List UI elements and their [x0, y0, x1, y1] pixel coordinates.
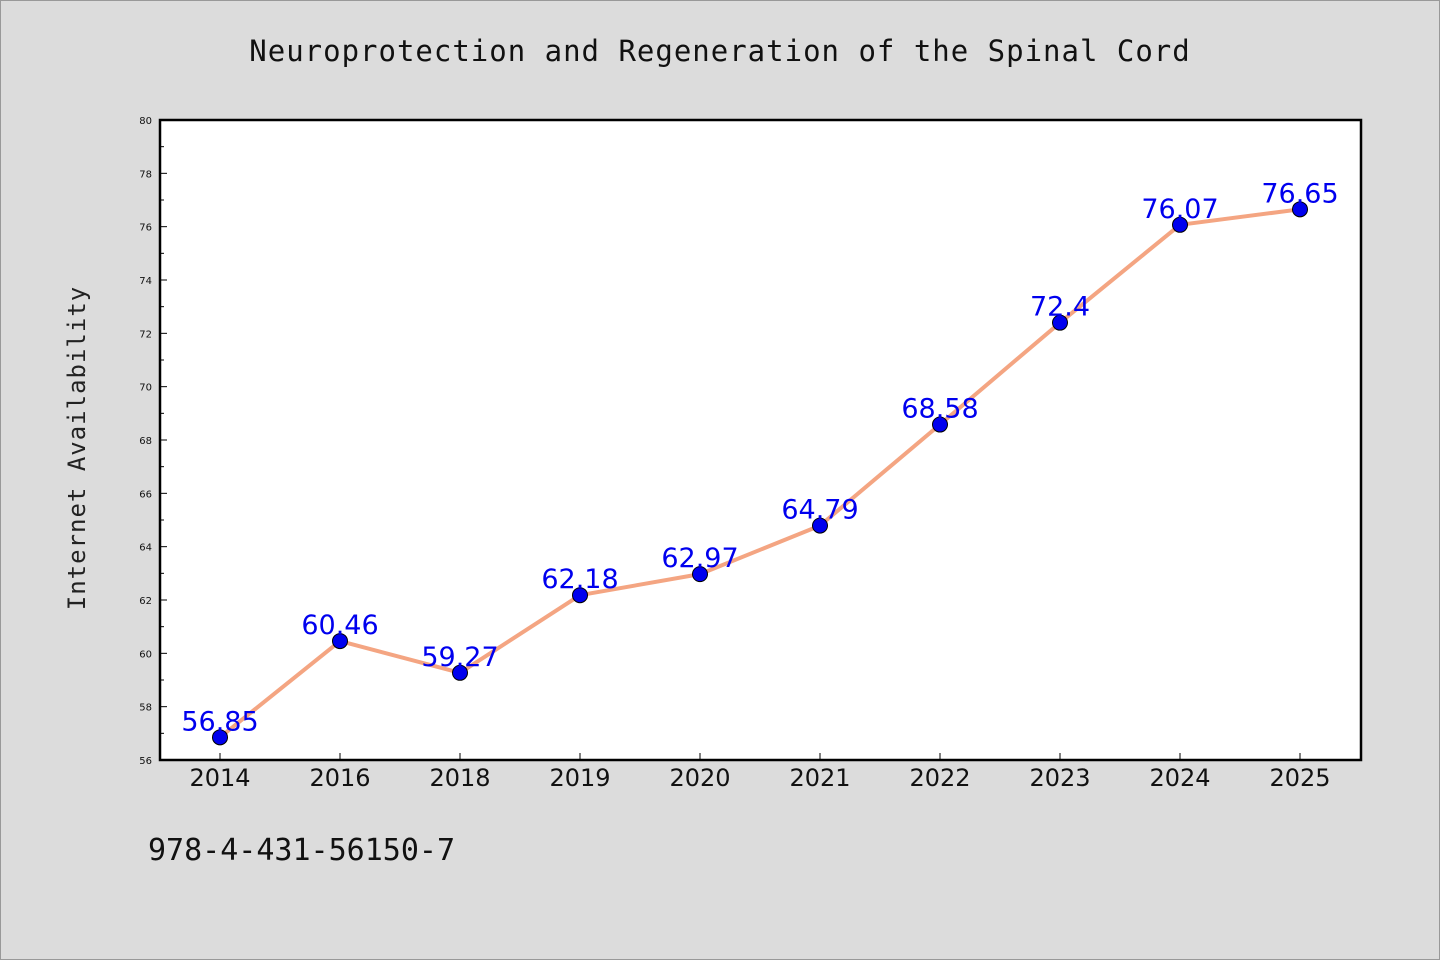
series-line — [218, 207, 1301, 739]
isbn-text: 978-4-431-56150-7 — [148, 833, 456, 868]
data-markers — [212, 201, 1308, 746]
data-point — [452, 664, 468, 681]
data-point — [332, 633, 348, 650]
data-label: 76.07 — [1141, 194, 1218, 225]
data-label: 62.18 — [541, 564, 618, 595]
y-tick-label: 70 — [139, 383, 152, 394]
x-tick-label: 2022 — [909, 764, 970, 792]
y-tick-label: 64 — [139, 543, 152, 554]
y-tick-label: 78 — [139, 169, 152, 180]
y-tick-label: 60 — [139, 649, 152, 660]
x-tick-label: 2020 — [669, 764, 730, 792]
x-tick-label: 2016 — [309, 764, 370, 792]
x-tick-label: 2023 — [1029, 764, 1090, 792]
data-label: 72.4 — [1030, 292, 1090, 323]
x-tick-label: 2021 — [789, 764, 850, 792]
x-tick-label: 2024 — [1149, 764, 1210, 792]
x-tick-label: 2025 — [1269, 764, 1330, 792]
y-axis-label: Internet Availability — [63, 286, 91, 610]
data-label: 56.85 — [181, 706, 258, 737]
plot-area — [158, 118, 1363, 762]
y-axis: 56 58 60 62 64 66 68 70 72 74 76 78 80 — [139, 116, 167, 767]
y-tick-label: 56 — [139, 756, 152, 767]
data-point — [212, 729, 228, 746]
x-tick-label: 2019 — [549, 764, 610, 792]
data-labels: 56.85 60.46 59.27 62.18 62.97 64.79 68.58 72.4 7… — [181, 178, 1338, 737]
data-point — [572, 587, 588, 604]
data-label: 60.46 — [301, 610, 378, 641]
y-tick-label: 62 — [139, 596, 152, 607]
data-point — [932, 416, 948, 433]
data-label: 62.97 — [661, 543, 738, 574]
data-label: 64.79 — [781, 495, 858, 526]
y-tick-label: 74 — [139, 276, 152, 287]
data-point — [1292, 201, 1308, 218]
y-tick-label: 68 — [139, 436, 152, 447]
y-tick-label: 80 — [139, 116, 152, 127]
data-label: 59.27 — [421, 642, 498, 673]
y-tick-label: 66 — [139, 489, 152, 500]
data-point — [812, 517, 828, 534]
x-tick-label: 2018 — [429, 764, 490, 792]
y-tick-label: 72 — [139, 329, 152, 340]
y-tick-label: 58 — [139, 703, 152, 714]
data-point — [1052, 314, 1068, 331]
chart-title: Neuroprotection and Regeneration of the … — [249, 34, 1191, 68]
data-point — [1172, 216, 1188, 233]
y-tick-label: 76 — [139, 223, 152, 234]
data-label: 68.58 — [901, 394, 978, 425]
x-axis: 2014 2016 2018 2019 2020 2021 2022 2023 2024 2025 — [189, 753, 1331, 792]
data-point — [692, 566, 708, 583]
data-label: 76.65 — [1261, 178, 1338, 209]
x-tick-label: 2014 — [189, 764, 250, 792]
